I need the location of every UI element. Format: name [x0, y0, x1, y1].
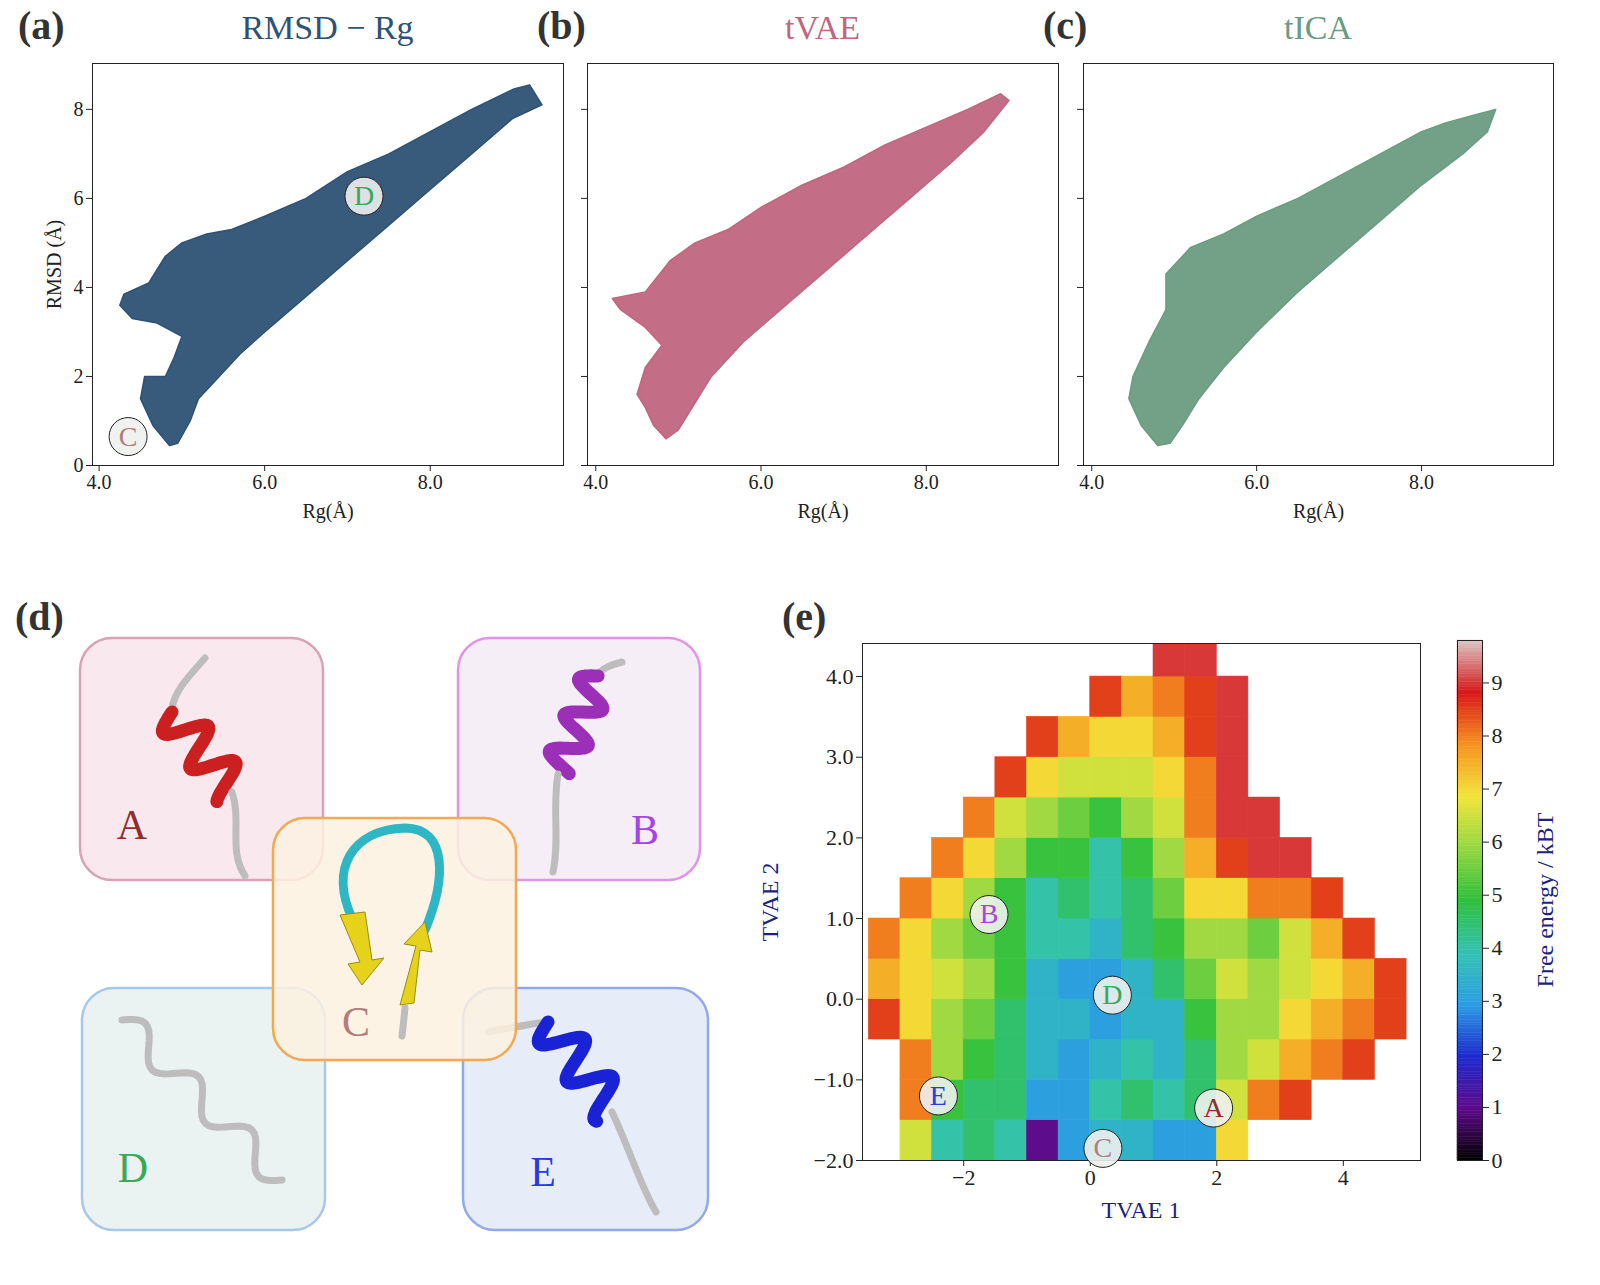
- svg-text:8.0: 8.0: [418, 471, 443, 493]
- svg-text:Rg(Å): Rg(Å): [797, 500, 848, 523]
- svg-text:−2.0: −2.0: [814, 1148, 854, 1173]
- svg-text:D: D: [1102, 979, 1122, 1010]
- svg-text:6.0: 6.0: [749, 471, 774, 493]
- svg-text:A: A: [1204, 1092, 1225, 1123]
- svg-text:−1.0: −1.0: [814, 1067, 854, 1092]
- svg-text:4.0: 4.0: [1079, 471, 1104, 493]
- svg-text:3: 3: [1492, 988, 1503, 1013]
- svg-text:0: 0: [1085, 1165, 1096, 1190]
- svg-text:Rg(Å): Rg(Å): [302, 500, 353, 523]
- svg-text:B: B: [980, 898, 999, 929]
- svg-text:7: 7: [1492, 776, 1503, 801]
- svg-text:RMSD (Å): RMSD (Å): [43, 220, 66, 309]
- svg-text:4.0: 4.0: [826, 664, 854, 689]
- svg-text:8: 8: [1492, 723, 1503, 748]
- svg-text:6.0: 6.0: [1244, 471, 1269, 493]
- svg-text:2: 2: [1211, 1165, 1222, 1190]
- html-text:Free energy / kBT: Free energy / kBT: [1532, 812, 1558, 988]
- html-text:TVAE 1: TVAE 1: [1101, 1197, 1181, 1223]
- svg-text:2.0: 2.0: [826, 825, 854, 850]
- html-text:tICA: tICA: [1284, 9, 1352, 46]
- svg-text:4: 4: [1492, 935, 1503, 960]
- svg-text:4.0: 4.0: [583, 471, 608, 493]
- html-text:(e): (e): [782, 594, 827, 639]
- svg-text:9: 9: [1492, 670, 1503, 695]
- svg-text:B: B: [631, 807, 659, 853]
- svg-text:2: 2: [74, 365, 84, 387]
- html-text:RMSD − Rg: RMSD − Rg: [241, 9, 414, 46]
- svg-text:4: 4: [1338, 1165, 1349, 1190]
- svg-text:8.0: 8.0: [1409, 471, 1434, 493]
- svg-text:2: 2: [1492, 1041, 1503, 1066]
- svg-text:D: D: [354, 180, 374, 211]
- svg-text:Rg(Å): Rg(Å): [1293, 500, 1344, 523]
- html-text:(a): (a): [18, 3, 65, 48]
- svg-text:6.0: 6.0: [252, 471, 277, 493]
- svg-text:0: 0: [74, 454, 84, 476]
- svg-text:8.0: 8.0: [914, 471, 939, 493]
- svg-text:D: D: [118, 1145, 148, 1191]
- svg-text:3.0: 3.0: [826, 744, 854, 769]
- svg-text:1: 1: [1492, 1094, 1503, 1119]
- html-text:(d): (d): [15, 594, 64, 639]
- svg-text:8: 8: [74, 98, 84, 120]
- svg-text:6: 6: [74, 187, 84, 209]
- html-text:(b): (b): [537, 3, 586, 48]
- svg-text:C: C: [1094, 1132, 1113, 1163]
- svg-text:0.0: 0.0: [826, 986, 854, 1011]
- html-text:TVAE 2: TVAE 2: [757, 862, 783, 941]
- svg-text:5: 5: [1492, 882, 1503, 907]
- svg-text:C: C: [342, 999, 370, 1045]
- svg-text:1.0: 1.0: [826, 906, 854, 931]
- svg-text:6: 6: [1492, 829, 1503, 854]
- svg-text:C: C: [119, 421, 138, 452]
- svg-text:0: 0: [1492, 1148, 1503, 1173]
- html-text:tVAE: tVAE: [785, 9, 860, 46]
- svg-text:4: 4: [74, 276, 84, 298]
- svg-text:−2: −2: [952, 1165, 975, 1190]
- svg-text:A: A: [117, 802, 148, 848]
- svg-text:E: E: [530, 1149, 556, 1195]
- html-text:(c): (c): [1043, 3, 1088, 48]
- svg-text:E: E: [930, 1080, 947, 1111]
- svg-text:4.0: 4.0: [87, 471, 112, 493]
